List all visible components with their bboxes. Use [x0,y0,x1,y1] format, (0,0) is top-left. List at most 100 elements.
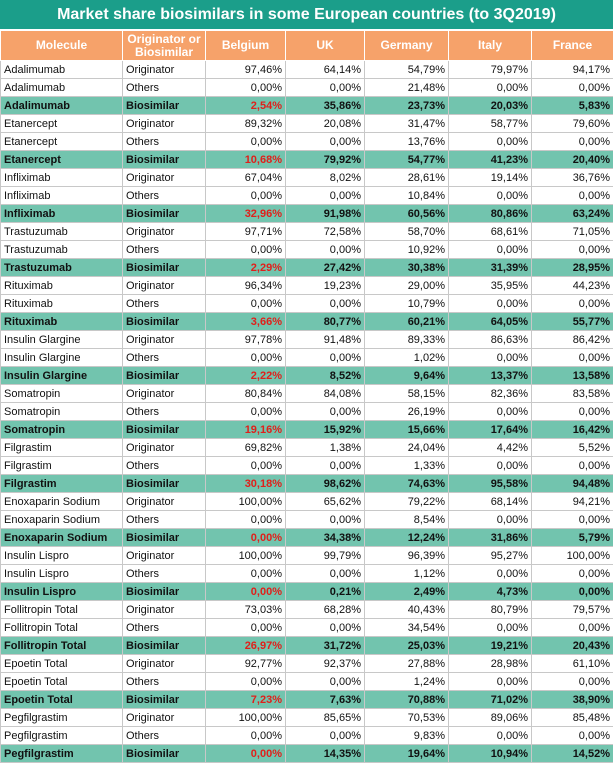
cell-italy: 0,00% [449,403,532,421]
cell-molecule: Enoxaparin Sodium [1,529,123,547]
cell-italy: 0,00% [449,79,532,97]
cell-uk: 0,00% [286,619,365,637]
cell-belgium: 100,00% [206,709,286,727]
cell-belgium: 67,04% [206,169,286,187]
cell-germany: 31,47% [365,115,449,133]
cell-germany: 34,54% [365,619,449,637]
cell-italy: 0,00% [449,295,532,313]
cell-type: Originator [123,439,206,457]
cell-france: 5,83% [532,97,613,115]
cell-germany: 74,63% [365,475,449,493]
cell-france: 94,48% [532,475,613,493]
cell-france: 0,00% [532,295,613,313]
cell-molecule: Adalimumab [1,61,123,79]
cell-germany: 28,61% [365,169,449,187]
cell-germany: 9,83% [365,727,449,745]
cell-france: 94,17% [532,61,613,79]
cell-france: 14,52% [532,745,613,763]
cell-germany: 10,92% [365,241,449,259]
cell-uk: 72,58% [286,223,365,241]
cell-france: 0,00% [532,241,613,259]
cell-italy: 31,86% [449,529,532,547]
cell-uk: 0,00% [286,727,365,745]
cell-belgium: 0,00% [206,295,286,313]
cell-italy: 0,00% [449,241,532,259]
cell-germany: 21,48% [365,79,449,97]
cell-france: 71,05% [532,223,613,241]
cell-france: 20,43% [532,637,613,655]
header-italy: Italy [449,31,532,61]
cell-france: 44,23% [532,277,613,295]
cell-france: 0,00% [532,133,613,151]
cell-belgium: 0,00% [206,583,286,601]
cell-molecule: Adalimumab [1,79,123,97]
cell-belgium: 7,23% [206,691,286,709]
cell-type: Biosimilar [123,421,206,439]
cell-france: 5,52% [532,439,613,457]
cell-germany: 60,56% [365,205,449,223]
cell-germany: 60,21% [365,313,449,331]
cell-type: Biosimilar [123,259,206,277]
cell-france: 0,00% [532,349,613,367]
cell-molecule: Somatropin [1,385,123,403]
cell-belgium: 0,00% [206,511,286,529]
cell-germany: 8,54% [365,511,449,529]
cell-belgium: 0,00% [206,349,286,367]
cell-belgium: 2,29% [206,259,286,277]
cell-germany: 54,77% [365,151,449,169]
cell-molecule: Rituximab [1,313,123,331]
cell-italy: 71,02% [449,691,532,709]
cell-uk: 0,00% [286,133,365,151]
cell-italy: 0,00% [449,727,532,745]
cell-italy: 0,00% [449,511,532,529]
cell-molecule: Rituximab [1,277,123,295]
cell-type: Others [123,403,206,421]
header-originator-or-biosimilar: Originator or Biosimilar [123,31,206,61]
cell-italy: 95,27% [449,547,532,565]
cell-type: Others [123,295,206,313]
cell-germany: 1,33% [365,457,449,475]
cell-france: 0,00% [532,673,613,691]
cell-type: Biosimilar [123,313,206,331]
cell-germany: 79,22% [365,493,449,511]
cell-uk: 19,23% [286,277,365,295]
cell-molecule: Insulin Glargine [1,349,123,367]
cell-belgium: 69,82% [206,439,286,457]
cell-molecule: Etanercept [1,115,123,133]
cell-italy: 0,00% [449,133,532,151]
cell-type: Others [123,457,206,475]
cell-france: 0,00% [532,403,613,421]
cell-molecule: Enoxaparin Sodium [1,493,123,511]
cell-uk: 0,00% [286,187,365,205]
cell-uk: 92,37% [286,655,365,673]
cell-france: 20,40% [532,151,613,169]
cell-uk: 0,00% [286,79,365,97]
cell-germany: 15,66% [365,421,449,439]
cell-belgium: 0,00% [206,241,286,259]
cell-belgium: 19,16% [206,421,286,439]
header-uk: UK [286,31,365,61]
cell-belgium: 0,00% [206,187,286,205]
cell-type: Others [123,133,206,151]
cell-uk: 91,98% [286,205,365,223]
cell-molecule: Adalimumab [1,97,123,115]
cell-molecule: Follitropin Total [1,601,123,619]
cell-belgium: 80,84% [206,385,286,403]
cell-uk: 0,00% [286,295,365,313]
cell-belgium: 0,00% [206,619,286,637]
cell-type: Others [123,511,206,529]
cell-italy: 68,14% [449,493,532,511]
cell-type: Originator [123,115,206,133]
